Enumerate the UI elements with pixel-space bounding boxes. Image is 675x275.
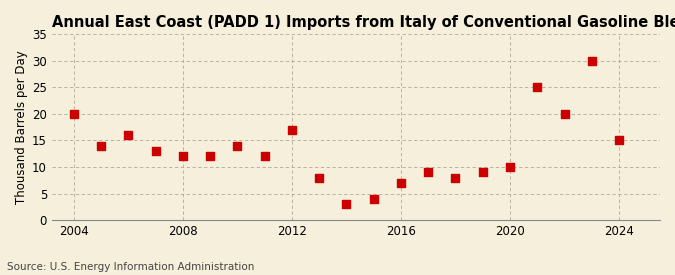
- Point: [450, 175, 461, 180]
- Point: [68, 112, 79, 116]
- Y-axis label: Thousand Barrels per Day: Thousand Barrels per Day: [15, 50, 28, 204]
- Point: [423, 170, 433, 174]
- Point: [286, 128, 297, 132]
- Point: [314, 175, 325, 180]
- Point: [205, 154, 215, 158]
- Point: [396, 181, 406, 185]
- Point: [559, 112, 570, 116]
- Point: [178, 154, 188, 158]
- Point: [232, 144, 243, 148]
- Text: Annual East Coast (PADD 1) Imports from Italy of Conventional Gasoline Blending : Annual East Coast (PADD 1) Imports from …: [52, 15, 675, 30]
- Point: [150, 149, 161, 153]
- Text: Source: U.S. Energy Information Administration: Source: U.S. Energy Information Administ…: [7, 262, 254, 272]
- Point: [123, 133, 134, 137]
- Point: [614, 138, 624, 142]
- Point: [259, 154, 270, 158]
- Point: [477, 170, 488, 174]
- Point: [532, 85, 543, 89]
- Point: [587, 58, 597, 63]
- Point: [369, 197, 379, 201]
- Point: [341, 202, 352, 206]
- Point: [505, 165, 516, 169]
- Point: [96, 144, 107, 148]
